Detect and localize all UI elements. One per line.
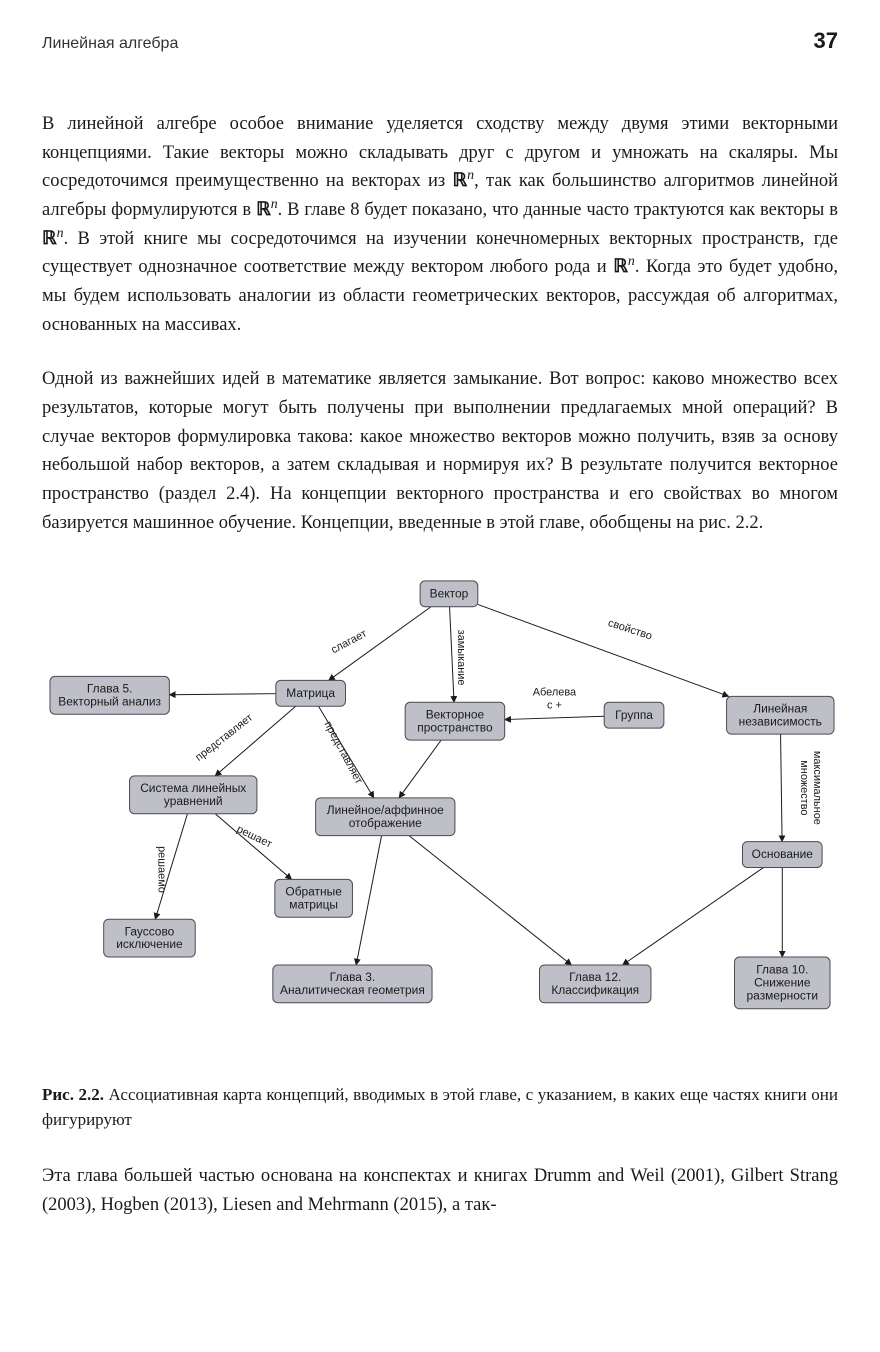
svg-text:свойство: свойство — [606, 617, 653, 643]
svg-text:Классификация: Классификация — [551, 983, 639, 997]
svg-text:решает: решает — [235, 824, 274, 851]
svg-text:максимальное: максимальное — [811, 751, 823, 825]
svg-text:представляет: представляет — [193, 712, 255, 764]
svg-text:Аналитическая геометрия: Аналитическая геометрия — [280, 983, 425, 997]
running-header: Линейная алгебра — [42, 35, 178, 53]
svg-text:решаемо: решаемо — [155, 847, 167, 894]
svg-text:Глава 12.: Глава 12. — [569, 970, 621, 984]
svg-text:Глава 10.: Глава 10. — [756, 963, 808, 977]
concept-map-svg: слагает замыкание свойство представляет пред… — [42, 563, 838, 1061]
svg-text:Абелева: Абелева — [533, 687, 577, 699]
svg-text:исключение: исключение — [116, 938, 183, 952]
paragraph-3: Эта глава большей частью основана на кон… — [42, 1162, 838, 1219]
svg-text:Основание: Основание — [752, 848, 814, 862]
svg-text:Матрица: Матрица — [286, 686, 335, 700]
svg-text:с +: с + — [547, 700, 562, 712]
svg-text:матрицы: матрицы — [289, 898, 338, 912]
svg-text:Система линейных: Система линейных — [140, 781, 246, 795]
svg-text:пространство: пространство — [417, 721, 493, 735]
svg-text:Обратные: Обратные — [285, 885, 342, 899]
svg-text:Линейное/аффинное: Линейное/аффинное — [327, 803, 444, 817]
svg-text:замыкание: замыкание — [455, 630, 467, 686]
figure-caption: Рис. 2.2. Ассоциативная карта концепций,… — [42, 1082, 838, 1132]
svg-text:Линейная: Линейная — [753, 702, 807, 716]
paragraph-1: В линейной алгебре особое внимание уделя… — [42, 110, 838, 339]
svg-text:Векторный анализ: Векторный анализ — [58, 695, 161, 709]
svg-text:Снижение: Снижение — [754, 976, 811, 990]
svg-text:размерности: размерности — [747, 989, 818, 1003]
svg-text:Группа: Группа — [615, 708, 653, 722]
svg-text:Вектор: Вектор — [430, 587, 469, 601]
svg-text:слагает: слагает — [329, 628, 369, 657]
svg-text:Глава 5.: Глава 5. — [87, 682, 133, 696]
svg-text:уравнений: уравнений — [164, 794, 223, 808]
svg-text:представляет: представляет — [322, 720, 365, 787]
svg-text:Гауссово: Гауссово — [125, 925, 175, 939]
svg-text:отображение: отображение — [349, 816, 422, 830]
svg-text:независимость: независимость — [739, 715, 822, 729]
page-number: 37 — [814, 28, 838, 54]
svg-text:Векторное: Векторное — [426, 708, 485, 722]
concept-map-figure: слагает замыкание свойство представляет пред… — [42, 563, 838, 1066]
svg-text:Глава 3.: Глава 3. — [330, 970, 376, 984]
paragraph-2: Одной из важнейших идей в математике явл… — [42, 365, 838, 537]
svg-text:множество: множество — [798, 761, 810, 816]
